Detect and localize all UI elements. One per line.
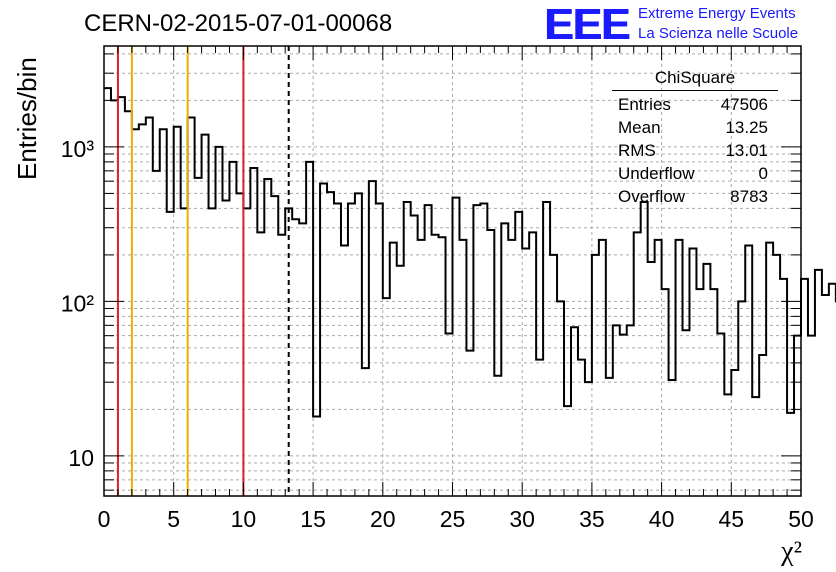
chart-title: CERN-02-2015-07-01-00068 bbox=[84, 10, 393, 37]
y-tick-label: 10³ bbox=[61, 136, 95, 162]
eee-logo-letters: EEE bbox=[544, 0, 630, 49]
stats-row-label: Overflow bbox=[618, 187, 686, 206]
x-tick-label: 30 bbox=[509, 506, 535, 532]
stats-row: Overflow 8783 bbox=[612, 185, 778, 208]
stats-row: Mean 13.25 bbox=[612, 116, 778, 139]
x-tick-label: 5 bbox=[167, 506, 180, 532]
x-tick-label: 45 bbox=[719, 506, 745, 532]
y-tick-label: 10² bbox=[61, 290, 95, 316]
eee-logo-line2: La Scienza nelle Scuole bbox=[638, 25, 799, 42]
stats-rows: Entries 47506 Mean 13.25 RMS 13.01 Underflow 0 O… bbox=[612, 93, 778, 208]
stats-row-value: 47506 bbox=[720, 95, 768, 114]
stats-divider bbox=[612, 90, 778, 91]
x-tick-label: 25 bbox=[440, 506, 466, 532]
stats-row-label: Entries bbox=[618, 95, 671, 114]
x-tick-label: 50 bbox=[788, 506, 814, 532]
stats-row-value: 8783 bbox=[730, 187, 768, 206]
eee-logo: EEE Extreme Energy Events La Scienza nel… bbox=[540, 0, 836, 49]
stats-row: RMS 13.01 bbox=[612, 139, 778, 162]
x-tick-label: 15 bbox=[300, 506, 326, 532]
stats-row: Entries 47506 bbox=[612, 93, 778, 116]
y-tick-label: 10 bbox=[68, 445, 94, 471]
stats-box: ChiSquare Entries 47506 Mean 13.25 RMS 13.01 U… bbox=[612, 66, 778, 208]
x-tick-label: 0 bbox=[98, 506, 111, 532]
x-axis-label: χ² bbox=[781, 536, 802, 567]
stats-row-label: RMS bbox=[618, 141, 656, 160]
stats-row-value: 0 bbox=[758, 164, 768, 183]
stats-title: ChiSquare bbox=[654, 68, 736, 87]
x-tick-label: 35 bbox=[579, 506, 605, 532]
eee-logo-line1: Extreme Energy Events bbox=[638, 5, 796, 22]
stats-row-value: 13.25 bbox=[725, 118, 768, 137]
histogram-series-line bbox=[104, 87, 836, 418]
stats-row-value: 13.01 bbox=[725, 141, 768, 160]
stats-row: Underflow 0 bbox=[612, 162, 778, 185]
stats-row-label: Mean bbox=[618, 118, 661, 137]
x-tick-label: 10 bbox=[231, 506, 257, 532]
x-tick-label: 20 bbox=[370, 506, 396, 532]
x-tick-label: 40 bbox=[649, 506, 675, 532]
stats-row-label: Underflow bbox=[618, 164, 695, 183]
